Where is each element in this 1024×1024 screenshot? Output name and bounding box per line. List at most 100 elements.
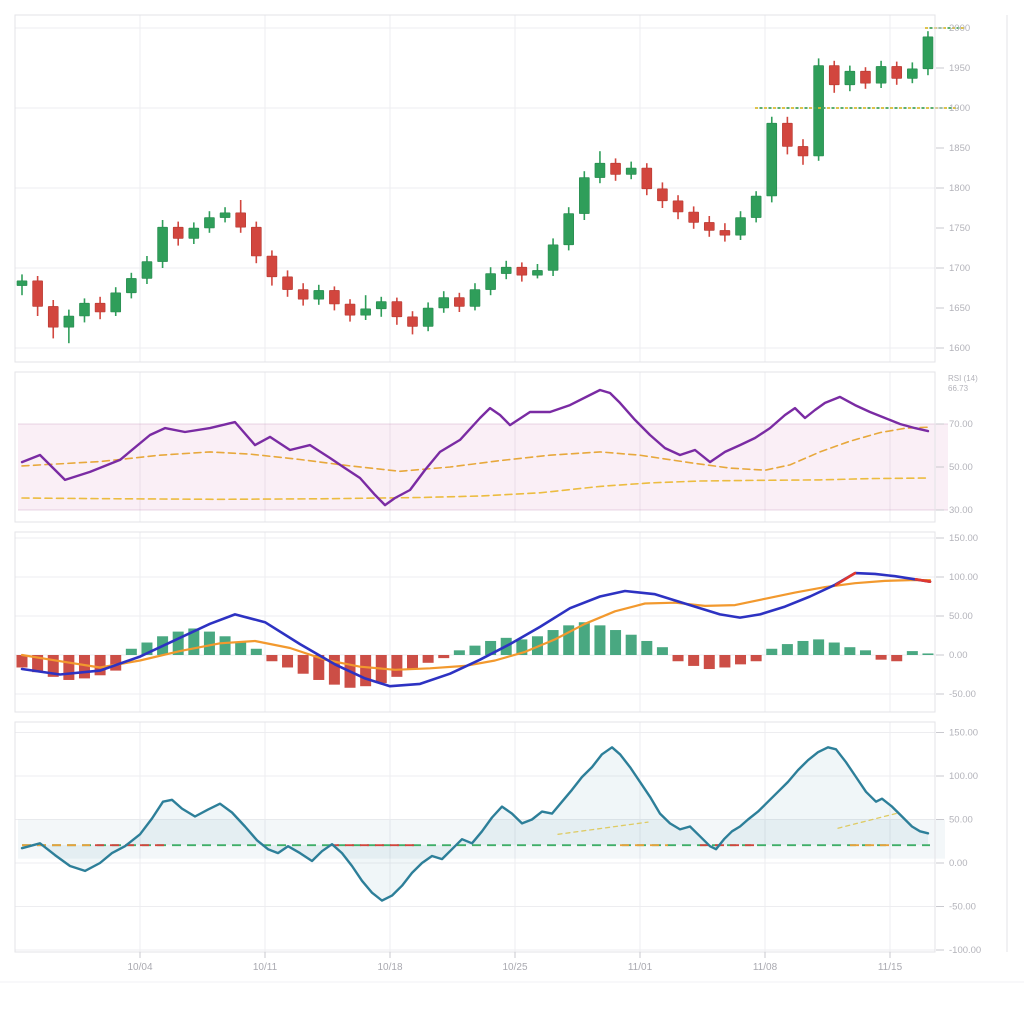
- axis-tick-label: 1750: [949, 223, 970, 234]
- macd-histogram-bar: [828, 642, 840, 655]
- candle-body: [594, 162, 606, 178]
- rsi-band: [18, 423, 948, 511]
- macd-histogram-bar: [766, 648, 778, 655]
- axis-tick-label: 0.00: [949, 858, 968, 869]
- macd-histogram-bar: [672, 655, 684, 662]
- osc-plot-area[interactable]: [15, 722, 935, 952]
- candle-body: [251, 226, 262, 257]
- candle-body: [266, 255, 278, 278]
- axis-tick-label: 1650: [949, 303, 970, 314]
- macd-histogram-bar: [110, 655, 122, 671]
- macd-histogram-bar: [47, 655, 59, 677]
- osc-price-axis: 150.00 100.00 50.00 0.00 -50.00 -100.00: [936, 728, 981, 956]
- rsi-band-fill: [18, 424, 948, 510]
- macd-histogram-bar: [422, 655, 434, 663]
- macd-histogram-bar: [313, 655, 325, 680]
- candle-body: [16, 280, 28, 286]
- macd-histogram-bar: [250, 648, 262, 655]
- candle-body: [188, 227, 200, 239]
- candle-body: [94, 302, 106, 313]
- candle-body: [875, 66, 887, 84]
- candle-body: [563, 213, 575, 246]
- candle-body: [282, 276, 293, 290]
- candle-body: [360, 308, 371, 316]
- rsi-panel-border: [14, 371, 936, 523]
- macd-histogram-bar: [360, 655, 372, 687]
- axis-tick-label: 1600: [949, 343, 970, 354]
- macd-histogram-bar: [141, 642, 153, 655]
- candle-body: [657, 188, 668, 202]
- rsi-series: [20, 388, 930, 507]
- candle-body: [141, 261, 153, 279]
- rsi-price-axis: 70.00 50.00 30.00: [936, 419, 973, 516]
- date-label: 11/01: [628, 962, 653, 973]
- macd-histogram-bar: [125, 648, 137, 655]
- macd-histogram-bar: [610, 630, 622, 655]
- candle-body: [750, 195, 762, 218]
- macd-histogram-bar: [94, 655, 106, 676]
- rsi-plot-area[interactable]: [15, 372, 935, 522]
- macd-histogram-bar: [453, 650, 465, 655]
- macd-histogram-bar: [922, 653, 934, 655]
- macd-histogram-bar: [656, 647, 668, 655]
- rsi-line: [20, 388, 930, 507]
- macd-histogram-bar: [875, 655, 887, 660]
- macd-histogram-bar: [485, 640, 497, 655]
- axis-tick-label: 1950: [949, 63, 970, 74]
- rsi-panel: [15, 372, 935, 522]
- macd-histogram-bar: [516, 639, 528, 655]
- macd-histogram-bar: [781, 644, 793, 655]
- date-axis: 10/04 10/11 10/18 10/25 11/01 11/08 11/15: [127, 952, 903, 973]
- candle-body: [907, 68, 918, 79]
- price-panel-border: [14, 14, 936, 363]
- macd-histogram-bar: [282, 655, 294, 668]
- candle-body: [79, 302, 90, 317]
- axis-tick-label: 1800: [949, 183, 970, 194]
- macd-histogram-bar: [688, 655, 700, 666]
- candle-body: [844, 70, 856, 86]
- axis-tick-label: 0.00: [949, 650, 968, 661]
- axis-tick-label: 50.00: [949, 815, 973, 826]
- macd-histogram-bar: [578, 622, 590, 655]
- macd-histogram-bar: [797, 640, 809, 655]
- candle-body: [407, 316, 418, 327]
- rsi-legend: RSI (14)66.73: [948, 374, 978, 393]
- macd-histogram-bar: [891, 655, 903, 662]
- macd-histogram-bar: [906, 651, 918, 655]
- candle-body: [126, 278, 137, 294]
- candle-body: [47, 306, 59, 328]
- candle-body: [797, 146, 809, 157]
- macd-histogram-bar: [719, 655, 731, 668]
- macd-histogram-bar: [219, 636, 231, 655]
- axis-tick-label: 100.00: [949, 771, 978, 782]
- axis-tick-label: 70.00: [949, 419, 973, 430]
- macd-line: [20, 571, 932, 688]
- oscillator-series: [18, 746, 945, 902]
- candle-body: [516, 266, 528, 276]
- candle-body: [219, 212, 231, 218]
- axis-tick-label: 50.00: [949, 611, 973, 622]
- date-label: 10/18: [377, 962, 402, 973]
- macd-histogram-bar: [703, 655, 715, 670]
- candle-body: [422, 307, 434, 327]
- axis-tick-label: -50.00: [949, 689, 976, 700]
- macd-histogram-bar: [16, 655, 28, 668]
- candle-body: [922, 36, 934, 70]
- macd-histogram-bar: [469, 645, 481, 655]
- macd-histogram-bar: [750, 655, 762, 662]
- macd-plot-area[interactable]: [15, 532, 935, 712]
- candle-body: [63, 315, 75, 328]
- macd-histogram-bar: [641, 640, 653, 655]
- macd-histogram-bar: [547, 630, 559, 655]
- macd-histogram-bar: [594, 625, 606, 655]
- candle-body: [813, 65, 824, 157]
- axis-tick-label: 30.00: [949, 505, 973, 516]
- macd-histogram-bar: [328, 655, 340, 685]
- rsi-ma-lower-line: [21, 477, 929, 501]
- date-label: 11/08: [753, 962, 778, 973]
- macd-histogram-bar: [563, 625, 575, 655]
- macd-histogram-bar: [203, 631, 215, 655]
- macd-histogram-bar: [735, 655, 747, 665]
